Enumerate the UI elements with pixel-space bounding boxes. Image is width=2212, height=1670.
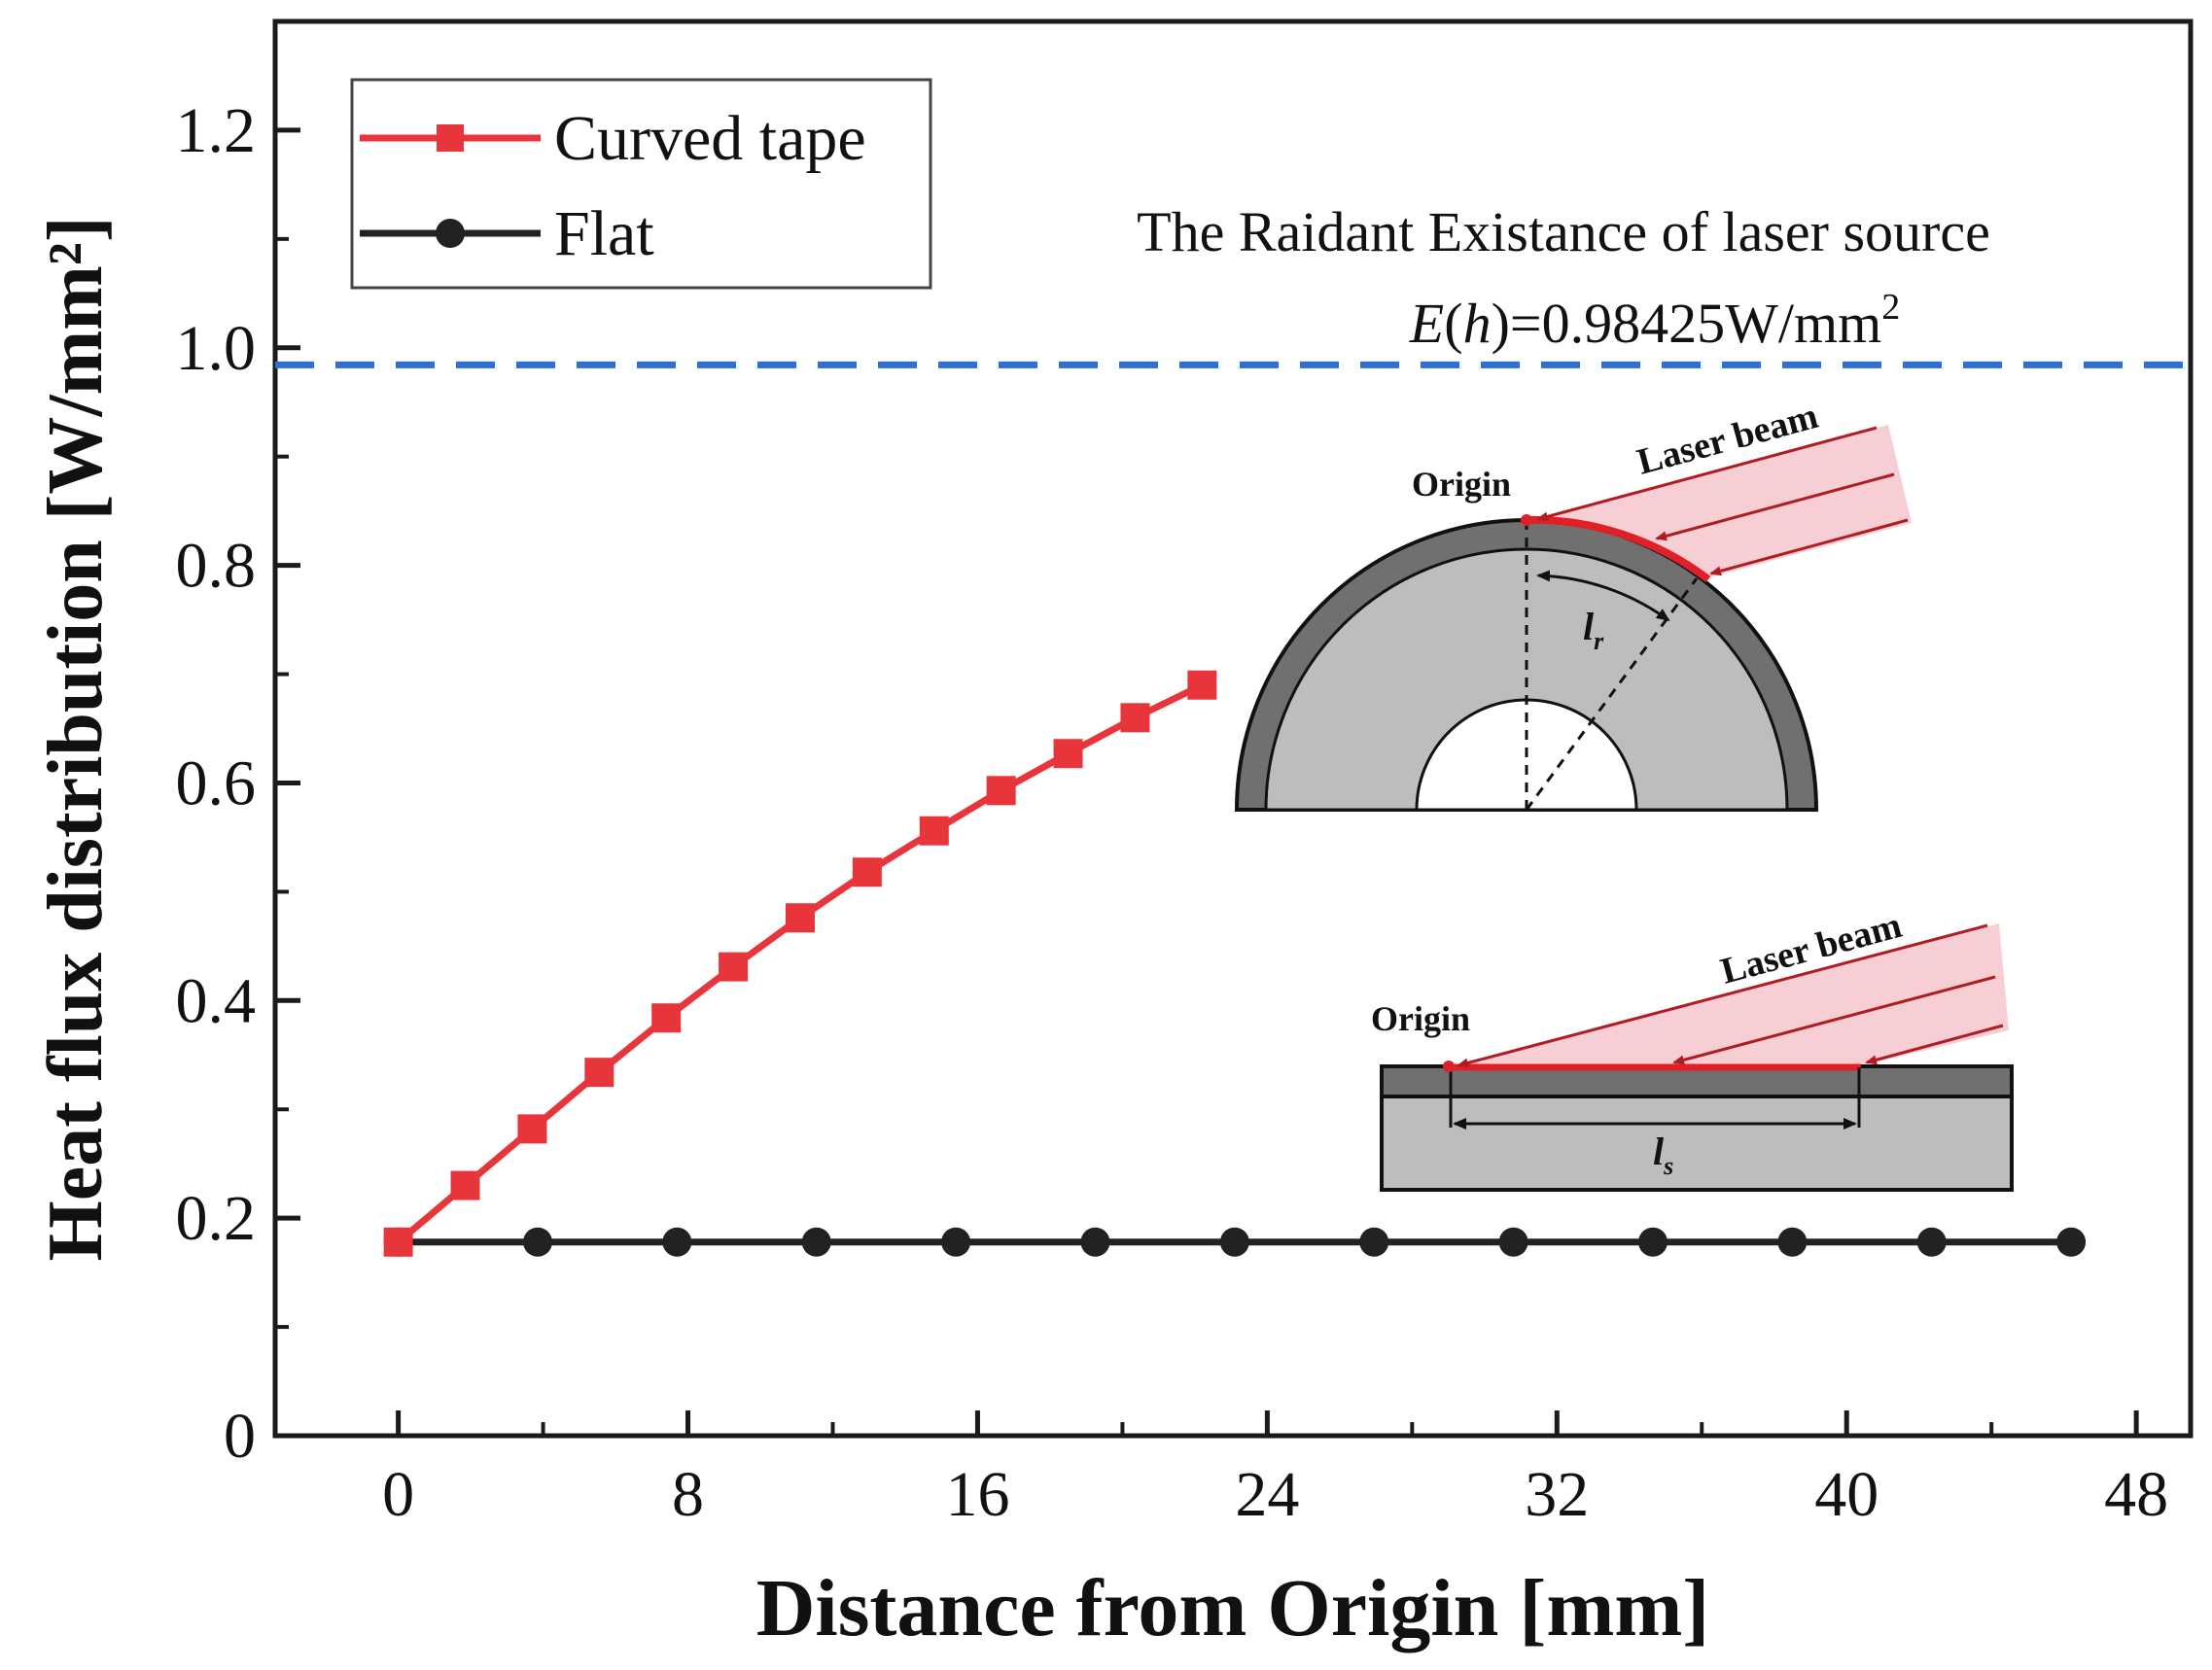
flat-length-subscript: s [1663,1152,1673,1180]
y-tick-label: 1.2 [176,95,257,166]
y-tick-label: 0 [224,1401,256,1472]
data-point-curved-tape [986,776,1016,806]
curved-beam-arrow-1 [1536,426,1878,522]
curved-tape-inset: Origin Laser beam lr [1234,396,1912,812]
data-point-curved-tape [719,952,749,982]
legend-curved-marker [437,124,464,152]
x-tick-label: 16 [945,1459,1009,1530]
y-tick-label: 0.6 [176,748,257,818]
data-point-curved-tape [852,857,882,887]
curved-arc-length-arrow [1536,570,1670,622]
curved-length-symbol: l [1583,605,1595,648]
x-tick-label: 32 [1525,1459,1589,1530]
y-tick-label: 0.4 [176,965,257,1036]
curved-length-subscript: r [1594,627,1604,655]
flat-beam-arrow-1 [1457,923,1988,1068]
flat-beam-arrow-2 [1672,975,1996,1065]
curved-radius-angled [1525,577,1699,811]
data-point-flat [522,1227,552,1257]
data-point-curved-tape [517,1114,547,1144]
curved-beam-arrow-3 [1709,518,1909,576]
data-point-curved-tape [584,1058,614,1088]
legend-box [350,78,932,290]
series-curved-tape [383,670,1217,1257]
series-layer [383,670,2087,1257]
flat-length-label: ls [1653,1130,1673,1180]
data-point-flat [1777,1227,1808,1257]
data-point-flat [1637,1227,1668,1257]
annotation-value: =0.98425W/mm [1510,292,1881,355]
x-tick-label: 0 [382,1459,414,1530]
data-point-curved-tape [383,1227,413,1257]
x-axis: 0 8 16 24 32 40 48 [382,1410,2168,1530]
data-point-flat [1219,1227,1249,1257]
annotation-symbol: E [1409,292,1444,355]
flat-bottom-layer [1380,1095,2014,1192]
curved-exposed-arc [1526,515,1711,583]
flat-top-layer [1380,1064,2014,1098]
data-point-curved-tape [1053,739,1083,769]
x-tick-label: 48 [2104,1459,2168,1530]
y-tick-label: 0.2 [176,1183,257,1254]
flat-length-symbol: l [1653,1130,1665,1173]
x-tick-label: 8 [672,1459,704,1530]
annotation-line-2: E(h)=0.98425W/mm2 [1409,287,1900,355]
annotation-superscript: 2 [1881,287,1900,328]
curved-origin-label: Origin [1412,465,1511,504]
x-tick-label: 24 [1235,1459,1299,1530]
series-flat [383,1227,2087,1257]
data-point-curved-tape [919,816,949,846]
data-point-curved-tape [1120,703,1150,733]
x-axis-title: Distance from Origin [mm] [756,1563,1710,1653]
data-point-flat [1080,1227,1110,1257]
y-tick-label: 1.0 [176,313,257,384]
curved-beam-arrow-2 [1655,472,1895,541]
data-point-curved-tape [785,903,815,933]
curved-origin-dot [1521,514,1532,526]
data-point-flat [801,1227,831,1257]
legend-curved-label: Curved tape [554,103,866,174]
data-point-curved-tape [651,1003,682,1033]
annotation-paren-close: ) [1492,292,1510,355]
annotation-paren-open: ( [1444,292,1462,355]
data-point-flat [941,1227,971,1257]
data-point-flat [1916,1227,1947,1257]
x-tick-label: 40 [1814,1459,1878,1530]
flat-origin-label: Origin [1371,999,1470,1038]
legend-flat-marker [436,219,465,248]
curved-length-label: lr [1583,605,1604,655]
annotation-line-1: The Raidant Existance of laser source [1137,200,1990,263]
flat-beam-arrow-3 [1865,1024,2004,1065]
y-tick-label: 0.8 [176,531,257,602]
y-axis-title: Heat flux distribution [W/mm²] [33,216,119,1261]
data-point-flat [662,1227,692,1257]
data-point-flat [1498,1227,1528,1257]
legend-flat-label: Flat [554,198,654,269]
y-axis: 0 0.2 0.4 0.6 0.8 1.0 1.2 [176,95,300,1472]
legend: Curved tape Flat [350,78,932,290]
data-point-flat [2056,1227,2087,1257]
flat-origin-dot [1443,1061,1455,1072]
annotation-variable: h [1463,292,1492,355]
data-point-flat [1359,1227,1389,1257]
data-point-curved-tape [1187,670,1217,700]
data-point-curved-tape [450,1170,480,1200]
